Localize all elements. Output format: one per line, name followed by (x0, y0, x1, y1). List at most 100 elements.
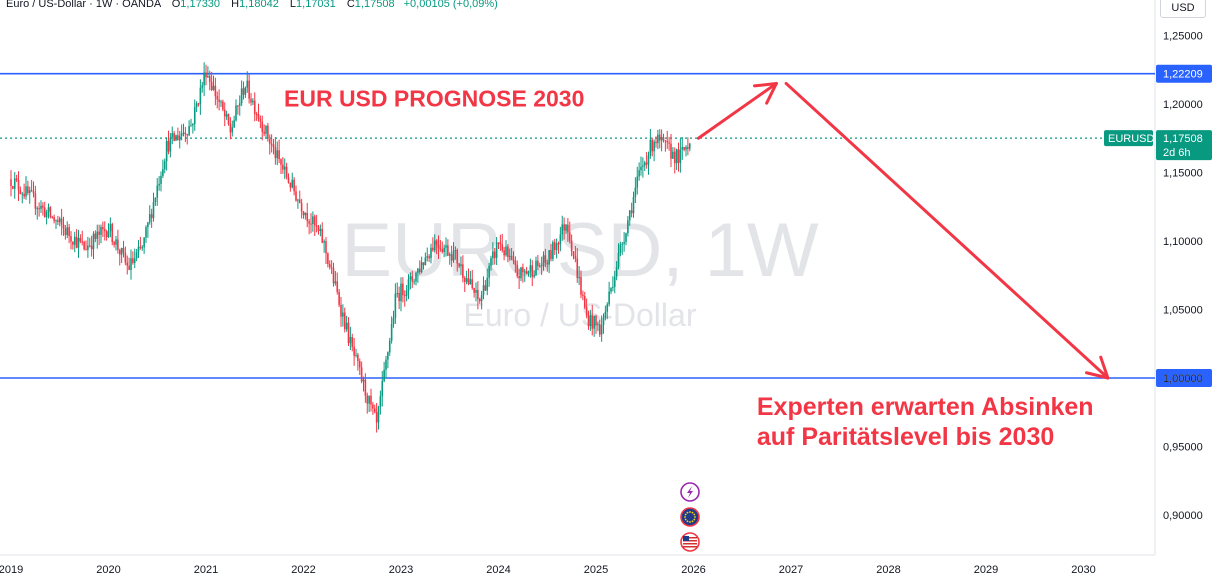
candle-body (357, 354, 359, 362)
y-tick-label: 0,90000 (1163, 510, 1203, 522)
y-tick-label: 0,95000 (1163, 442, 1203, 454)
candle-body (497, 242, 500, 244)
candle-body (68, 227, 70, 237)
candle-body (381, 380, 384, 397)
candle-body (672, 151, 674, 159)
candle-body (287, 177, 290, 183)
candle-body (392, 317, 395, 324)
candle-body (81, 241, 84, 243)
candle-body (589, 315, 592, 327)
eu-star (684, 513, 687, 516)
candle-body (94, 233, 97, 239)
candle-body (362, 379, 365, 382)
candle-body (96, 231, 99, 239)
candle-body (274, 147, 277, 159)
candle-body (253, 100, 256, 114)
candle-body (340, 304, 342, 317)
x-tick-label: 2028 (876, 564, 900, 576)
candle-body (493, 251, 496, 258)
candle-body (315, 225, 318, 227)
candle-body (655, 141, 657, 144)
candle-body (195, 103, 198, 108)
candle-body (75, 236, 78, 248)
candle-body (233, 120, 235, 128)
candle-body (323, 241, 325, 243)
candle-body (582, 294, 584, 297)
candle-body (347, 322, 350, 344)
candle-body (98, 231, 100, 235)
low-label: L (289, 0, 297, 10)
candle-body (604, 311, 607, 318)
candle-body (12, 185, 14, 189)
lightning-glyph (687, 486, 693, 498)
candle-body (394, 293, 397, 318)
candle-body (636, 176, 639, 188)
candle-body (503, 250, 505, 256)
candle-body (606, 304, 609, 312)
candle-body (252, 100, 254, 103)
candle-body (617, 252, 620, 268)
candle-body (477, 289, 479, 299)
candle-body (610, 287, 612, 292)
candle-body (208, 76, 211, 82)
candle-body (653, 141, 655, 152)
candle-body (227, 114, 230, 125)
candle-body (15, 178, 18, 180)
candle-body (411, 276, 414, 282)
candle-body (85, 249, 87, 251)
interval[interactable]: 1W (95, 0, 113, 10)
candle-body (525, 271, 528, 274)
candle-body (36, 208, 39, 210)
candle-body (126, 262, 129, 266)
candle-body (368, 395, 370, 404)
candle-body (552, 242, 554, 259)
candle-body (177, 135, 179, 141)
candle-body (385, 359, 387, 370)
candle-body (557, 243, 560, 245)
candle-body (263, 131, 265, 134)
candle-body (658, 134, 661, 141)
level-label: 1,22209 (1163, 69, 1203, 81)
candle-body (568, 232, 571, 241)
candle-body (447, 245, 449, 256)
candle-body (143, 237, 145, 248)
annotation-text: Experten erwarten Absinken (757, 393, 1094, 421)
candle-body (38, 208, 40, 210)
us-stripe (683, 546, 697, 548)
last-price-label: 1,17508 (1163, 133, 1203, 145)
candle-body (133, 258, 136, 263)
candle-body (92, 233, 95, 250)
eu-star (684, 518, 687, 521)
x-tick-label: 2025 (584, 564, 608, 576)
candle-body (687, 146, 689, 149)
eu-star (691, 511, 694, 514)
candle-body (388, 340, 391, 353)
candle-body (372, 404, 374, 409)
candle-body (576, 258, 579, 279)
candle-body (154, 197, 157, 202)
low-value: 1,17031 (296, 0, 336, 10)
candle-body (250, 98, 252, 103)
candle-body (683, 147, 685, 150)
candle-body (220, 101, 222, 103)
candle-body (529, 265, 532, 272)
change-value: +0,00105 (+0,09%) (403, 0, 498, 10)
candle-body (364, 379, 367, 396)
candle-body (454, 250, 457, 252)
candle-body (122, 247, 125, 253)
currency-button[interactable]: USD (1160, 0, 1206, 18)
symbol-name[interactable]: Euro / US-Dollar (6, 0, 87, 10)
candle-body (537, 260, 539, 267)
candle-body (235, 105, 237, 121)
candle-body (555, 243, 558, 251)
candle-body (190, 125, 192, 127)
candle-body (452, 250, 455, 261)
candle-body (10, 179, 12, 186)
candle-body (396, 292, 399, 294)
candle-body (486, 277, 489, 291)
candle-body (405, 290, 408, 296)
candle-body (310, 223, 312, 225)
candle-body (387, 352, 389, 360)
candle-body (424, 257, 427, 266)
